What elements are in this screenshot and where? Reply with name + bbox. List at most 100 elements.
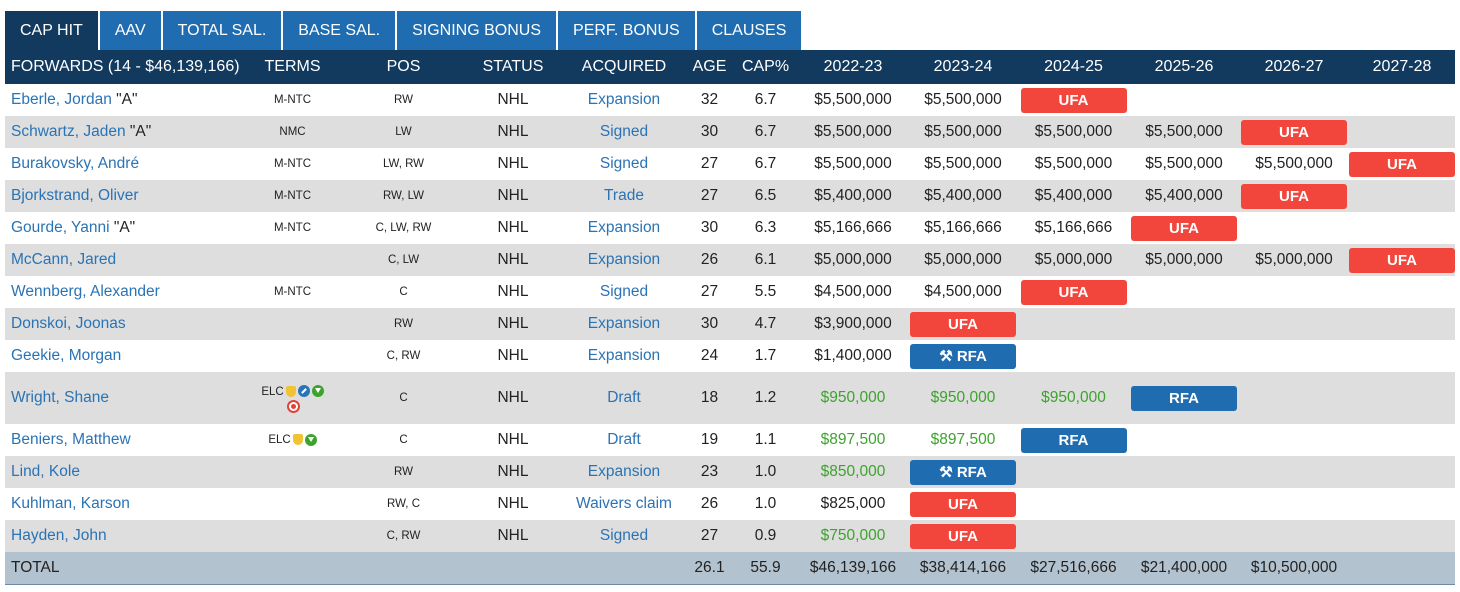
- tab-perf-bonus[interactable]: PERF. BONUS: [558, 11, 695, 50]
- ufa-badge[interactable]: UFA: [1241, 119, 1347, 145]
- player-name-link[interactable]: McCann, Jared: [11, 251, 117, 268]
- rfa-badge[interactable]: RFA: [1020, 427, 1127, 453]
- season-cell: $5,000,000: [1018, 244, 1129, 276]
- season-cell: [1349, 488, 1455, 520]
- ufa-badge[interactable]: UFA: [910, 491, 1016, 517]
- season-cell: UFA: [908, 520, 1018, 552]
- player-name-link[interactable]: Lind, Kole: [11, 463, 80, 480]
- tab-base-sal[interactable]: BASE SAL.: [283, 11, 396, 50]
- terms-cell: M-NTC: [242, 148, 343, 180]
- ufa-badge[interactable]: UFA: [1349, 247, 1455, 273]
- ufa-badge[interactable]: UFA: [910, 523, 1016, 549]
- red-50-icon[interactable]: [287, 399, 300, 413]
- column-header[interactable]: CAP%: [733, 50, 798, 84]
- rfa-badge[interactable]: RFA: [1131, 385, 1237, 411]
- empty-cell: [464, 552, 562, 585]
- season-cell: [1239, 84, 1349, 116]
- season-cell: [1018, 520, 1129, 552]
- column-header[interactable]: 2024-25: [1018, 50, 1129, 84]
- column-header[interactable]: 2022-23: [798, 50, 908, 84]
- table-row: Schwartz, Jaden "A" NMC LW NHL Signed 30 6.7 $5…: [5, 116, 1455, 148]
- column-header[interactable]: AGE: [686, 50, 733, 84]
- cap-pct-cell: 1.7: [754, 347, 777, 364]
- badge-label: UFA: [1387, 155, 1417, 173]
- player-name-link[interactable]: Bjorkstrand, Oliver: [11, 187, 139, 204]
- column-header[interactable]: TERMS: [242, 50, 343, 84]
- acquired-cell: Expansion: [587, 347, 661, 364]
- acquired-cell: Signed: [599, 155, 649, 172]
- season-cell: [1239, 488, 1349, 520]
- player-name-link[interactable]: Geekie, Morgan: [11, 347, 122, 364]
- ufa-badge[interactable]: UFA: [910, 311, 1016, 337]
- tab-total-sal[interactable]: TOTAL SAL.: [162, 11, 282, 50]
- blue-bonus-icon[interactable]: [297, 385, 310, 398]
- tab-clauses[interactable]: CLAUSES: [696, 11, 802, 50]
- player-name-link[interactable]: Hayden, John: [11, 527, 107, 544]
- column-header[interactable]: 2025-26: [1129, 50, 1239, 84]
- column-header[interactable]: STATUS: [464, 50, 562, 84]
- age-cell: 26: [686, 244, 733, 276]
- season-cell: [1349, 308, 1455, 340]
- ufa-badge[interactable]: UFA: [1241, 183, 1347, 209]
- player-cell: Kuhlman, Karson: [5, 488, 242, 520]
- column-header[interactable]: 2027-28: [1349, 50, 1455, 84]
- terms-text: NMC: [279, 126, 306, 138]
- season-cell: [1018, 340, 1129, 372]
- green-slide-icon[interactable]: [311, 385, 324, 398]
- player-cell: Beniers, Matthew: [5, 424, 242, 456]
- captain-tag: "A": [113, 219, 136, 236]
- player-name-link[interactable]: Gourde, Yanni: [11, 219, 110, 236]
- cap-pct-cell: 6.7: [733, 116, 798, 148]
- column-header[interactable]: POS: [343, 50, 464, 84]
- position-cell: RW: [394, 94, 413, 106]
- season-cell: UFA: [908, 308, 1018, 340]
- total-season-cell: $21,400,000: [1129, 552, 1239, 585]
- cap-pct-cell: 5.5: [754, 283, 777, 300]
- ufa-badge[interactable]: UFA: [1020, 87, 1127, 113]
- player-name-link[interactable]: Donskoi, Joonas: [11, 315, 126, 332]
- player-name-link[interactable]: Eberle, Jordan: [11, 91, 112, 108]
- acquired-cell: Draft: [562, 372, 686, 424]
- season-cell: $5,400,000: [798, 180, 908, 212]
- player-name-link[interactable]: Wennberg, Alexander: [11, 283, 160, 300]
- rfa-badge[interactable]: ⚒ RFA: [910, 343, 1016, 369]
- position-cell: LW, RW: [382, 158, 425, 170]
- column-header[interactable]: ACQUIRED: [562, 50, 686, 84]
- tab-aav[interactable]: AAV: [99, 11, 161, 50]
- season-cell: UFA: [1349, 148, 1455, 180]
- status-cell: NHL: [464, 308, 562, 340]
- badge-label: UFA: [1279, 123, 1309, 141]
- tab-signing-bonus[interactable]: SIGNING BONUS: [397, 11, 557, 50]
- player-name-link[interactable]: Wright, Shane: [11, 389, 109, 406]
- season-cell: $825,000: [820, 495, 886, 512]
- player-name-link[interactable]: Schwartz, Jaden: [11, 123, 126, 140]
- player-cell: Hayden, John: [5, 520, 242, 552]
- player-name-link[interactable]: Kuhlman, Karson: [11, 495, 130, 512]
- rfa-badge[interactable]: ⚒ RFA: [910, 459, 1016, 485]
- column-header[interactable]: 2026-27: [1239, 50, 1349, 84]
- column-header[interactable]: 2023-24: [908, 50, 1018, 84]
- season-cell: [1018, 308, 1129, 340]
- acquired-cell: Waivers claim: [576, 495, 672, 512]
- season-cell: $950,000: [908, 372, 1018, 424]
- season-cell: $5,500,000: [798, 116, 908, 148]
- badge-label: UFA: [1387, 251, 1417, 269]
- season-cell: $5,000,000: [1129, 244, 1239, 276]
- badge-label: UFA: [948, 527, 978, 545]
- terms-cell: [242, 308, 343, 340]
- ufa-badge[interactable]: UFA: [1020, 279, 1127, 305]
- status-cell: NHL: [497, 283, 529, 300]
- total-row: TOTAL 26.1 55.9 $46,139,166 $38,414,166 $27,5…: [5, 552, 1455, 585]
- trophy-icon[interactable]: [292, 434, 303, 446]
- player-name-link[interactable]: Beniers, Matthew: [11, 431, 131, 448]
- ufa-badge[interactable]: UFA: [1349, 151, 1455, 177]
- terms-cell: NMC: [242, 116, 343, 148]
- forwards-table: FORWARDS (14 - $46,139,166) TERMS POS STATU…: [5, 50, 1455, 585]
- ufa-badge[interactable]: UFA: [1131, 215, 1237, 241]
- trophy-icon[interactable]: [285, 385, 296, 397]
- terms-cell: M-NTC: [242, 180, 343, 212]
- green-slide-icon[interactable]: [304, 433, 317, 446]
- player-cell: McCann, Jared: [5, 244, 242, 276]
- player-name-link[interactable]: Burakovsky, André: [11, 155, 140, 172]
- tab-cap-hit[interactable]: CAP HIT: [5, 11, 98, 50]
